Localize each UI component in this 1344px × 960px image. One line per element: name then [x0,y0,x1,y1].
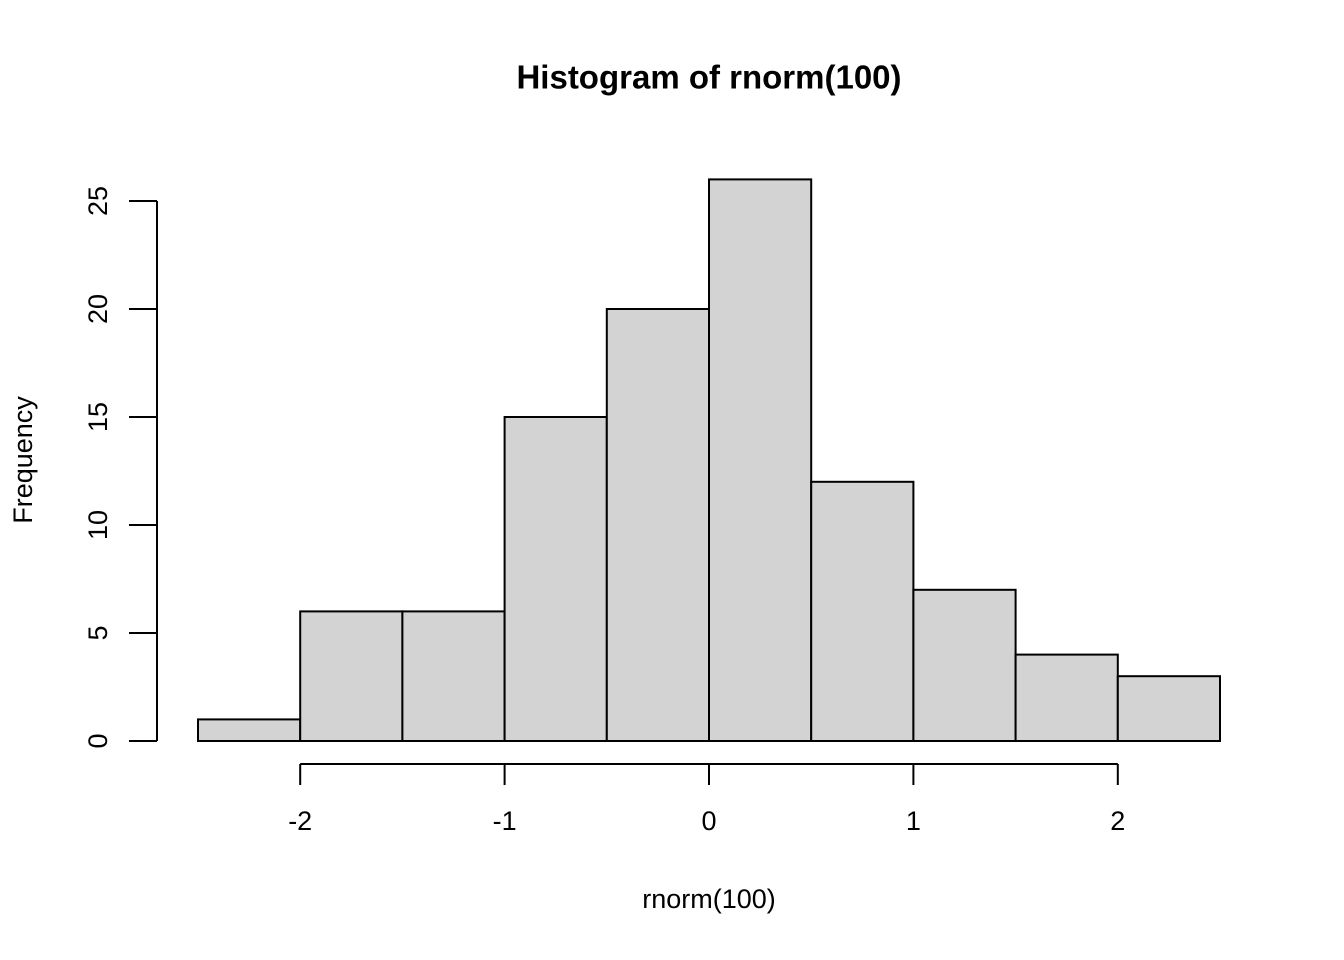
bar [605,308,710,742]
x-tick-label: 0 [701,806,716,836]
bar [299,610,404,743]
x-tick-label: 2 [1110,806,1125,836]
bar [912,588,1017,742]
y-tick-label: 10 [83,510,113,540]
y-tick-label: 5 [83,625,113,640]
bar [708,178,813,742]
bar [197,718,302,743]
bar [1014,653,1119,742]
bar [503,416,608,742]
y-axis-label: Frequency [8,396,38,524]
bar [401,610,506,743]
y-tick-label: 25 [83,186,113,216]
bar [810,480,915,742]
x-tick-label: -1 [493,806,517,836]
y-tick-label: 15 [83,402,113,432]
y-tick-label: 20 [83,294,113,324]
bar [1116,675,1222,743]
chart-title: Histogram of rnorm(100) [516,59,901,96]
y-tick-label: 0 [83,733,113,748]
x-tick-label: -2 [288,806,312,836]
x-tick-label: 1 [906,806,921,836]
x-axis-label: rnorm(100) [642,884,776,914]
